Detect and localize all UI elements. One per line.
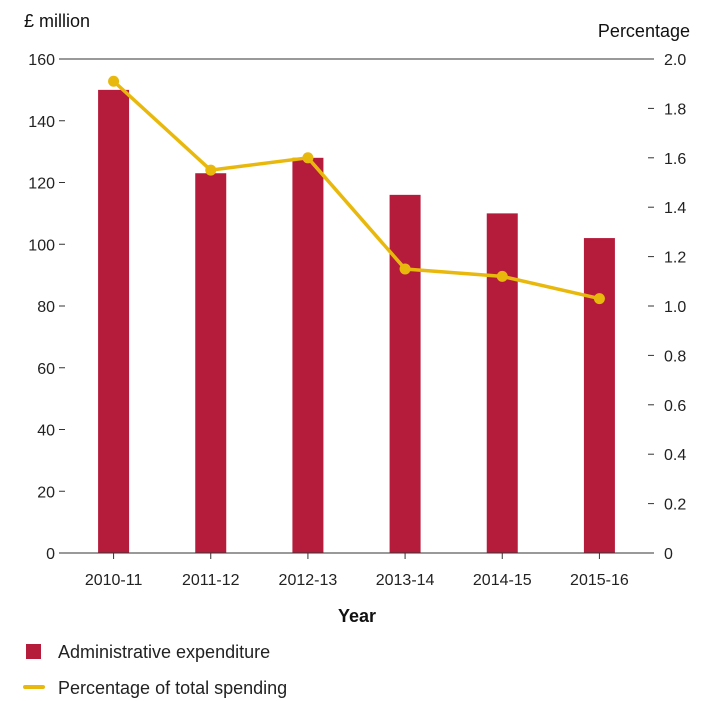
x-axis-title: Year	[338, 606, 376, 626]
legend: Administrative expenditure Percentage of…	[23, 642, 287, 698]
line-point-2015-16	[593, 293, 605, 305]
bar-2011-12	[195, 173, 227, 554]
bar-2013-14	[389, 194, 421, 553]
left-tick-label: 120	[28, 176, 55, 193]
right-tick-label: 1.4	[664, 200, 686, 217]
left-tick-label: 60	[37, 361, 55, 378]
left-tick-label: 100	[28, 237, 55, 254]
right-tick-label: 2.0	[664, 52, 686, 69]
left-tick-label: 0	[46, 546, 55, 563]
bar-2015-16	[583, 238, 615, 553]
x-tick-label: 2011-12	[182, 572, 240, 589]
left-tick-label: 20	[37, 484, 55, 501]
left-axis-title: £ million	[24, 11, 90, 31]
right-tick-label: 1.2	[664, 250, 686, 267]
x-tick-label: 2012-13	[279, 572, 338, 589]
legend-bar-label: Administrative expenditure	[58, 642, 270, 662]
left-tick-label: 40	[37, 423, 55, 440]
percentage-line	[112, 79, 600, 301]
line-series	[108, 75, 605, 305]
right-axis-title: Percentage	[598, 21, 690, 41]
legend-line-label: Percentage of total spending	[58, 678, 287, 698]
left-tick-label: 80	[37, 299, 55, 316]
right-axis-ticks: 0 0.2 0.4 0.6 0.8 1.0 1.2 1.4 1.6 1.8 2.0	[648, 52, 686, 563]
right-tick-label: 1.8	[664, 101, 686, 118]
x-axis-ticks: 2010-11 2011-12 2012-13 2013-14 2014-15 2015-…	[85, 553, 629, 589]
bar-series	[98, 89, 615, 554]
x-tick-label: 2015-16	[570, 572, 629, 589]
right-tick-label: 0.4	[664, 447, 686, 464]
bar-2010-11	[98, 89, 130, 553]
left-tick-label: 140	[28, 114, 55, 131]
right-tick-label: 1.6	[664, 151, 686, 168]
right-tick-label: 0.8	[664, 348, 686, 365]
right-tick-label: 0	[664, 546, 673, 563]
right-tick-label: 0.2	[664, 497, 686, 514]
left-tick-label: 160	[28, 52, 55, 69]
right-tick-label: 0.6	[664, 398, 686, 415]
x-tick-label: 2010-11	[85, 572, 143, 589]
line-point-2011-12	[205, 164, 217, 176]
legend-bar-swatch	[26, 644, 41, 659]
right-tick-label: 1.0	[664, 299, 686, 316]
line-point-2014-15	[496, 270, 508, 282]
left-axis-ticks: 0 20 40 60 80 100 120 140 160	[28, 52, 65, 563]
x-tick-label: 2014-15	[473, 572, 532, 589]
line-point-2013-14	[399, 263, 411, 275]
axes	[65, 58, 648, 554]
line-point-2010-11	[108, 75, 120, 87]
bar-2012-13	[292, 157, 324, 554]
line-point-2012-13	[302, 152, 314, 164]
bar-2014-15	[486, 213, 518, 553]
x-tick-label: 2013-14	[376, 572, 435, 589]
